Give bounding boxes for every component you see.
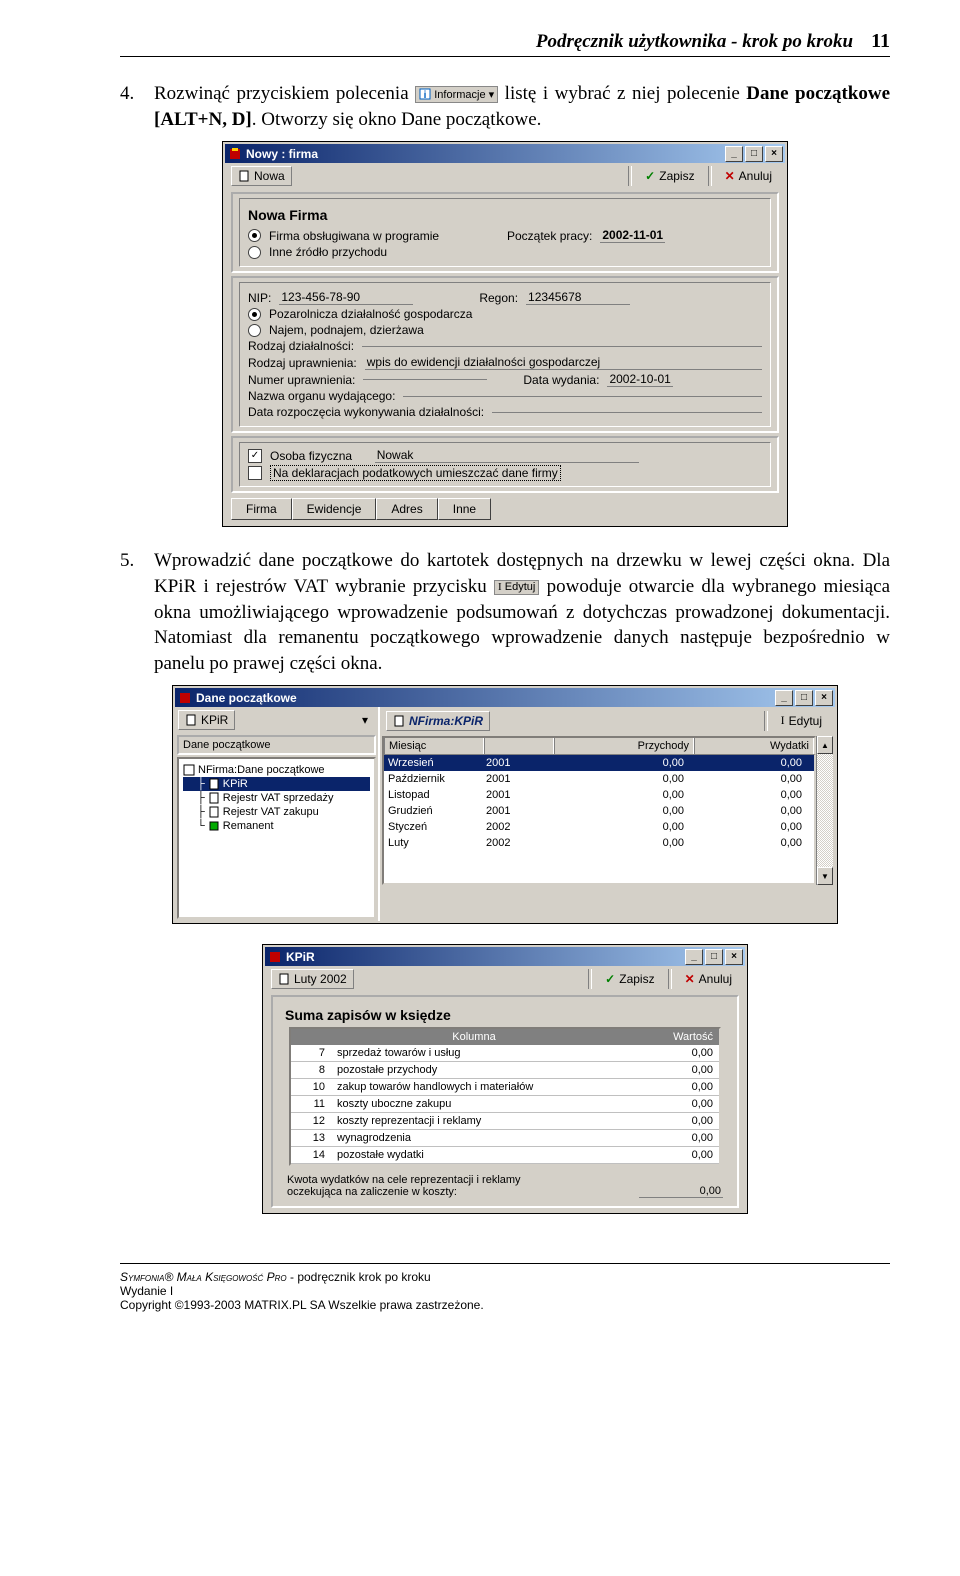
maximize-button[interactable]: □ — [745, 146, 763, 162]
maximize-button[interactable]: □ — [795, 690, 813, 706]
col-przychody: Przychody — [554, 738, 694, 754]
poczatek-pracy-field[interactable]: 2002-11-01 — [600, 228, 665, 243]
kpir-table: Kolumna Wartość 7sprzedaż towarów i usłu… — [289, 1027, 721, 1166]
vertical-scrollbar[interactable]: ▲ ▼ — [816, 736, 833, 885]
tab-ewidencje[interactable]: Ewidencje — [292, 498, 377, 520]
col-wartosc: Wartość — [617, 1029, 719, 1045]
table-row[interactable]: 13wynagrodzenia0,00 — [291, 1130, 719, 1147]
header-title: Podręcznik użytkownika - krok po kroku — [536, 31, 853, 53]
window-title: KPiR — [283, 950, 683, 964]
table-row[interactable]: Luty20020,000,00 — [384, 835, 814, 851]
zapisz-button[interactable]: ✓Zapisz — [638, 166, 701, 186]
app-icon — [227, 147, 243, 161]
window-kpir: KPiR _ □ × Luty 2002 ✓Zapisz ✕Anuluj Sum… — [263, 945, 747, 1213]
tree-item-rejestr-zakupu[interactable]: ├ Rejestr VAT zakupu — [183, 805, 370, 819]
data-wydania-field[interactable]: 2002-10-01 — [607, 372, 672, 387]
data-rozpoczecia-field[interactable] — [492, 412, 762, 413]
left-pane: KPiR ▾ Dane początkowe NFirma:Dane począ… — [175, 707, 380, 921]
bottom-tabs: Firma Ewidencje Adres Inne — [225, 496, 785, 524]
tree-item-rejestr-sprzedazy[interactable]: ├ Rejestr VAT sprzedaży — [183, 791, 370, 805]
col-miesiac: Miesiąc — [384, 738, 484, 754]
radio-firma-obslugiwana[interactable] — [248, 229, 261, 242]
rodzaj-dzialalnosci-field[interactable] — [362, 346, 762, 347]
minimize-button[interactable]: _ — [685, 949, 703, 965]
dropdown-icon[interactable]: ▾ — [355, 710, 375, 730]
period-button[interactable]: Luty 2002 — [271, 969, 354, 989]
table-row[interactable]: Wrzesień20010,000,00 — [384, 755, 814, 771]
tree-item-kpir[interactable]: ├ KPiR — [183, 777, 370, 791]
left-header: Dane początkowe — [177, 735, 376, 755]
page-header: Podręcznik użytkownika - krok po kroku 1… — [120, 30, 890, 57]
header-page-number: 11 — [871, 30, 890, 53]
tab-adres[interactable]: Adres — [376, 498, 437, 520]
organ-field[interactable] — [403, 396, 762, 397]
window-dane-poczatkowe: Dane początkowe _ □ × KPiR ▾ Dane począt… — [173, 686, 837, 923]
section-title: Nowa Firma — [248, 207, 762, 223]
window-nowy-firma: Nowy : firma _ □ × Nowa ✓Zapisz ✕Anuluj … — [223, 142, 787, 526]
tree-view[interactable]: NFirma:Dane początkowe ├ KPiR ├ Rejestr … — [177, 757, 376, 919]
window-title: Nowy : firma — [243, 147, 723, 161]
table-row[interactable]: 11koszty uboczne zakupu0,00 — [291, 1096, 719, 1113]
table-row[interactable]: 10zakup towarów handlowych i materiałów0… — [291, 1079, 719, 1096]
titlebar[interactable]: Dane początkowe _ □ × — [175, 688, 835, 707]
edytuj-button-inline: I Edytuj — [494, 580, 539, 595]
svg-text:i: i — [424, 90, 427, 100]
radio-pozarolnicza[interactable] — [248, 308, 261, 321]
section-title: Suma zapisów w księdze — [285, 1007, 725, 1023]
table-row[interactable]: 7sprzedaż towarów i usług0,00 — [291, 1045, 719, 1062]
page-footer: Symfonia® Mała Księgowość Pro - podręczn… — [120, 1263, 890, 1312]
close-button[interactable]: × — [765, 146, 783, 162]
tab-firma[interactable]: Firma — [231, 498, 292, 520]
minimize-button[interactable]: _ — [775, 690, 793, 706]
step-5: 5. Wprowadzić dane początkowe do kartote… — [120, 548, 890, 676]
close-button[interactable]: × — [815, 690, 833, 706]
titlebar[interactable]: KPiR _ □ × — [265, 947, 745, 966]
right-pane: NFirma:KPiR I Edytuj Miesiąc Przychody W… — [380, 707, 835, 921]
checkbox-osoba-fizyczna[interactable]: ✓ — [248, 449, 262, 463]
right-title-button[interactable]: NFirma:KPiR — [386, 711, 490, 731]
kpir-button[interactable]: KPiR — [178, 710, 235, 730]
radio-najem[interactable] — [248, 324, 261, 337]
col-wydatki: Wydatki — [694, 738, 814, 754]
step-number: 5. — [120, 548, 154, 676]
col-kolumna: Kolumna — [331, 1029, 617, 1045]
table-row[interactable]: 14pozostałe wydatki0,00 — [291, 1147, 719, 1164]
table-row[interactable]: Listopad20010,000,00 — [384, 787, 814, 803]
checkbox-deklaracje[interactable] — [248, 466, 262, 480]
tree-item-remanent[interactable]: └ Remanent — [183, 819, 370, 833]
rodzaj-uprawnienia-field[interactable]: wpis do ewidencji działalności gospodarc… — [365, 355, 762, 370]
radio-inne-zrodlo[interactable] — [248, 246, 261, 259]
app-icon — [267, 950, 283, 964]
numer-uprawnienia-field[interactable] — [363, 379, 487, 380]
table-row[interactable]: Styczeń20020,000,00 — [384, 819, 814, 835]
window-title: Dane początkowe — [193, 691, 773, 705]
minimize-button[interactable]: _ — [725, 146, 743, 162]
tab-inne[interactable]: Inne — [438, 498, 491, 520]
titlebar[interactable]: Nowy : firma _ □ × — [225, 144, 785, 163]
tree-root[interactable]: NFirma:Dane początkowe — [183, 763, 370, 777]
maximize-button[interactable]: □ — [705, 949, 723, 965]
scroll-down-button[interactable]: ▼ — [817, 867, 833, 885]
table-row[interactable]: 8pozostałe przychody0,00 — [291, 1062, 719, 1079]
app-icon — [177, 691, 193, 705]
zapisz-button[interactable]: ✓Zapisz — [598, 969, 661, 989]
nowa-button[interactable]: Nowa — [231, 166, 292, 186]
osoba-fizyczna-field[interactable]: Nowak — [375, 448, 639, 463]
col-year — [484, 738, 554, 754]
kwota-wydatkow-field[interactable]: 0,00 — [639, 1185, 723, 1198]
regon-field[interactable]: 12345678 — [526, 290, 630, 305]
scroll-up-button[interactable]: ▲ — [817, 736, 833, 754]
step-number: 4. — [120, 81, 154, 132]
table-row[interactable]: Grudzień20010,000,00 — [384, 803, 814, 819]
close-button[interactable]: × — [725, 949, 743, 965]
table-row[interactable]: 12koszty reprezentacji i reklamy0,00 — [291, 1113, 719, 1130]
anuluj-button[interactable]: ✕Anuluj — [718, 166, 779, 186]
anuluj-button[interactable]: ✕Anuluj — [678, 969, 739, 989]
edytuj-button[interactable]: I Edytuj — [774, 710, 829, 731]
nip-field[interactable]: 123-456-78-90 — [279, 290, 413, 305]
step-4: 4. Rozwinąć przyciskiem polecenia i Info… — [120, 81, 890, 132]
table-row[interactable]: Październik20010,000,00 — [384, 771, 814, 787]
informacje-button-inline: i Informacje ▾ — [415, 86, 498, 103]
